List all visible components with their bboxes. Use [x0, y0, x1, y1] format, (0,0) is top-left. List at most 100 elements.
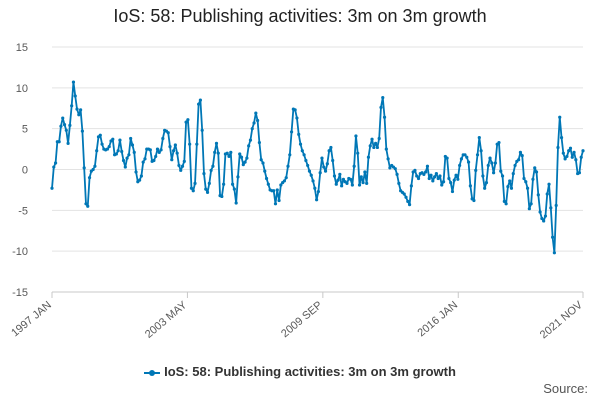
- data-point[interactable]: [449, 180, 453, 185]
- data-point[interactable]: [533, 166, 537, 170]
- data-point[interactable]: [497, 140, 501, 145]
- data-point[interactable]: [474, 168, 478, 172]
- data-point[interactable]: [100, 142, 104, 146]
- data-point[interactable]: [447, 176, 451, 181]
- data-point[interactable]: [220, 194, 224, 199]
- data-point[interactable]: [121, 158, 126, 163]
- data-point[interactable]: [211, 164, 215, 168]
- data-point[interactable]: [62, 122, 67, 127]
- data-point[interactable]: [531, 177, 535, 181]
- data-point[interactable]: [459, 157, 464, 161]
- data-point[interactable]: [125, 156, 129, 160]
- data-point[interactable]: [209, 168, 213, 172]
- data-point[interactable]: [322, 165, 326, 169]
- data-point[interactable]: [57, 140, 61, 144]
- data-point[interactable]: [540, 216, 544, 221]
- data-point[interactable]: [282, 179, 287, 183]
- data-point[interactable]: [252, 121, 256, 125]
- data-point[interactable]: [114, 152, 118, 156]
- data-point[interactable]: [116, 149, 120, 153]
- data-point[interactable]: [84, 202, 88, 206]
- data-point[interactable]: [229, 150, 233, 154]
- data-point[interactable]: [345, 181, 349, 185]
- data-point[interactable]: [159, 148, 163, 152]
- data-point[interactable]: [304, 158, 308, 163]
- data-point[interactable]: [340, 184, 344, 188]
- data-point[interactable]: [502, 199, 506, 203]
- data-point[interactable]: [536, 193, 540, 197]
- data-point[interactable]: [350, 183, 354, 187]
- data-point[interactable]: [506, 185, 510, 189]
- data-point[interactable]: [402, 192, 406, 196]
- data-point[interactable]: [561, 151, 565, 155]
- data-point[interactable]: [80, 129, 84, 133]
- data-point[interactable]: [572, 150, 576, 154]
- data-point[interactable]: [436, 176, 440, 181]
- data-point[interactable]: [404, 195, 408, 199]
- data-point[interactable]: [306, 163, 310, 168]
- data-point[interactable]: [182, 159, 186, 163]
- data-point[interactable]: [120, 149, 124, 154]
- data-point[interactable]: [332, 174, 337, 178]
- data-point[interactable]: [374, 141, 378, 145]
- data-point[interactable]: [327, 149, 331, 153]
- data-point[interactable]: [377, 136, 381, 141]
- data-point[interactable]: [475, 153, 480, 157]
- data-point[interactable]: [191, 189, 195, 193]
- data-point[interactable]: [309, 173, 313, 177]
- data-point[interactable]: [361, 180, 365, 185]
- data-point[interactable]: [565, 154, 569, 159]
- data-point[interactable]: [82, 166, 86, 170]
- data-point[interactable]: [273, 202, 278, 206]
- data-point[interactable]: [155, 147, 160, 151]
- data-point[interactable]: [492, 171, 496, 175]
- data-point[interactable]: [518, 150, 523, 154]
- data-point[interactable]: [50, 186, 54, 190]
- data-point[interactable]: [193, 181, 197, 185]
- data-point[interactable]: [298, 142, 303, 146]
- data-point[interactable]: [527, 207, 531, 211]
- data-point[interactable]: [356, 151, 360, 155]
- data-point[interactable]: [522, 176, 526, 181]
- data-point[interactable]: [483, 186, 487, 190]
- data-point[interactable]: [552, 251, 556, 255]
- data-point[interactable]: [245, 156, 249, 160]
- data-point[interactable]: [77, 113, 81, 117]
- data-point[interactable]: [71, 80, 76, 84]
- data-point[interactable]: [241, 163, 245, 167]
- data-point[interactable]: [558, 115, 562, 119]
- data-point[interactable]: [157, 150, 161, 154]
- data-point[interactable]: [161, 136, 165, 141]
- data-point[interactable]: [415, 174, 419, 178]
- data-point[interactable]: [130, 143, 135, 147]
- data-point[interactable]: [363, 170, 367, 174]
- data-point[interactable]: [574, 158, 578, 162]
- data-point[interactable]: [433, 175, 437, 179]
- data-point[interactable]: [257, 140, 261, 145]
- data-point[interactable]: [243, 160, 247, 164]
- data-point[interactable]: [431, 179, 435, 183]
- data-point[interactable]: [366, 155, 371, 159]
- data-point[interactable]: [118, 138, 122, 142]
- data-point[interactable]: [334, 182, 338, 186]
- data-point[interactable]: [509, 186, 514, 190]
- data-point[interactable]: [79, 108, 83, 112]
- data-point[interactable]: [381, 96, 385, 100]
- data-point[interactable]: [152, 158, 156, 163]
- data-point[interactable]: [484, 180, 489, 185]
- data-point[interactable]: [397, 181, 401, 185]
- data-point[interactable]: [188, 142, 192, 146]
- data-point[interactable]: [331, 158, 335, 163]
- data-point[interactable]: [95, 149, 99, 153]
- data-point[interactable]: [75, 107, 79, 111]
- data-point[interactable]: [197, 102, 201, 106]
- data-point[interactable]: [458, 163, 462, 168]
- data-point[interactable]: [382, 115, 387, 119]
- data-point[interactable]: [230, 182, 235, 186]
- data-point[interactable]: [254, 111, 258, 115]
- data-point[interactable]: [272, 189, 276, 193]
- data-point[interactable]: [490, 161, 494, 165]
- data-point[interactable]: [141, 160, 145, 164]
- data-point[interactable]: [311, 179, 315, 183]
- data-point[interactable]: [123, 165, 127, 169]
